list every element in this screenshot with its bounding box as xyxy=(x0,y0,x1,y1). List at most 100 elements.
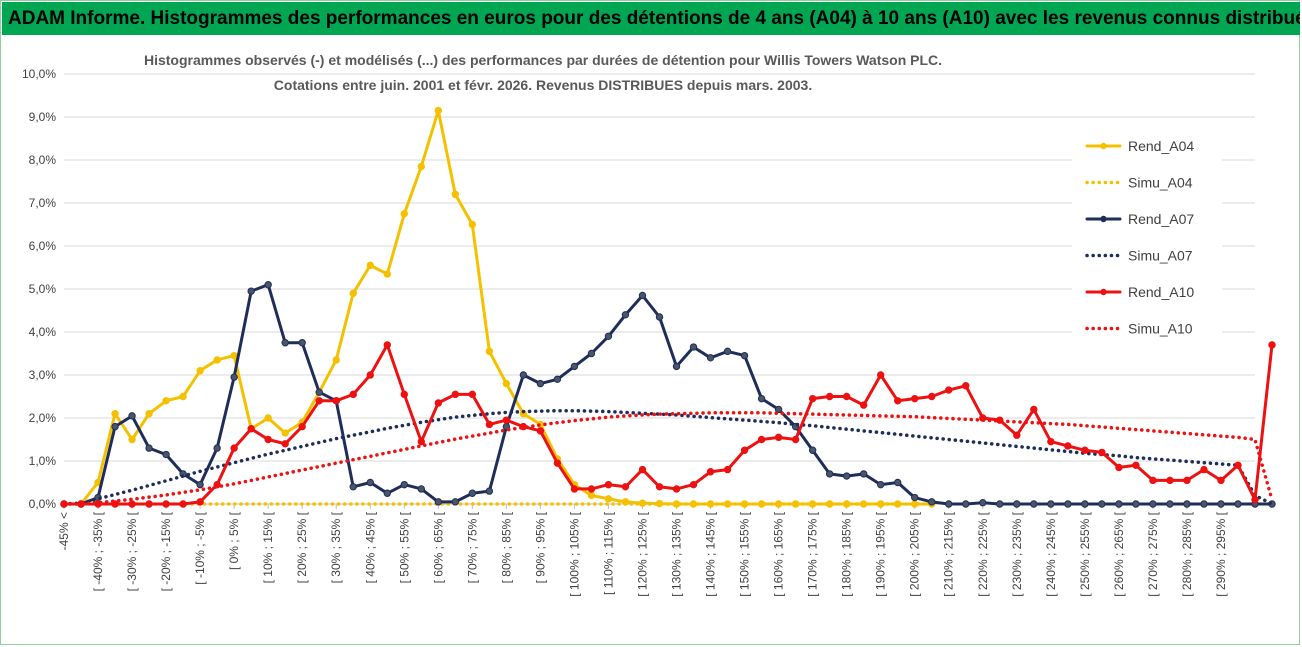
x-tick-label: [ 50% ; 55% [ xyxy=(397,511,411,583)
x-tick-label: [ 220% ; 225% [ xyxy=(976,511,990,596)
data-point-rend-a10 xyxy=(587,485,596,493)
data-point-rend-a04 xyxy=(230,351,238,360)
data-point-rend-a04 xyxy=(366,261,374,270)
legend: Rend_A04 Simu_A04 Rend_A07 Simu_A07 Rend_A10… xyxy=(1072,125,1222,345)
data-point-rend-a04 xyxy=(162,397,170,405)
data-point-rend-a04 xyxy=(451,190,460,199)
performance-histogram-chart: Histogrammes observés (-) et modélisés (… xyxy=(22,52,1276,597)
data-point-rend-a10 xyxy=(383,341,391,349)
data-point-rend-a07 xyxy=(894,478,902,487)
data-point-rend-a10 xyxy=(468,390,477,399)
chart-title-line1: Histogrammes observés (-) et modélisés (… xyxy=(144,52,942,68)
series-rend-a07 xyxy=(60,281,1276,508)
data-point-rend-a07 xyxy=(1149,500,1157,508)
data-point-rend-a04 xyxy=(587,491,596,500)
legend-label: Simu_A10 xyxy=(1128,321,1193,337)
data-point-rend-a07 xyxy=(1132,500,1140,508)
x-tick-label: [ 230% ; 235% [ xyxy=(1010,511,1024,596)
legend-item-simu-a10: Simu_A10 xyxy=(1085,321,1193,337)
x-tick-label: [ 100% ; 105% [ xyxy=(567,511,581,596)
data-point-rend-a07 xyxy=(808,446,817,454)
x-tick-label: [ 0% ; 5% [ xyxy=(227,511,241,570)
data-point-rend-a04 xyxy=(111,410,119,418)
legend-item-rend-a07: Rend_A07 xyxy=(1085,211,1194,227)
series-line-rend-a04 xyxy=(62,109,934,506)
data-point-rend-a07 xyxy=(911,493,919,502)
legend-item-simu-a04: Simu_A04 xyxy=(1085,175,1193,191)
data-point-rend-a10 xyxy=(1251,496,1259,504)
data-point-rend-a07 xyxy=(740,351,749,360)
data-point-rend-a07 xyxy=(945,500,953,508)
y-tick-label: 10,0% xyxy=(22,67,56,81)
data-point-rend-a07 xyxy=(876,480,885,489)
data-point-rend-a10 xyxy=(145,500,153,508)
data-point-rend-a10 xyxy=(1166,476,1174,485)
x-axis-ticks: -45% < [ -40% ; -35% [[ -30% ; -25% [[ -2… xyxy=(57,504,1228,597)
data-point-rend-a10 xyxy=(706,468,715,476)
legend-box xyxy=(1072,125,1222,345)
data-point-rend-a07 xyxy=(485,487,494,495)
data-point-rend-a07 xyxy=(1047,500,1055,508)
data-point-rend-a07 xyxy=(1064,500,1072,508)
data-point-rend-a07 xyxy=(1115,500,1123,508)
legend-label: Rend_A07 xyxy=(1128,211,1194,227)
x-tick-label: [ 20% ; 25% [ xyxy=(295,511,309,583)
y-tick-label: 7,0% xyxy=(29,196,57,210)
data-point-rend-a07 xyxy=(859,470,868,478)
data-point-rend-a07 xyxy=(706,354,715,362)
legend-label: Simu_A07 xyxy=(1128,248,1193,264)
data-point-rend-a10 xyxy=(723,465,732,474)
data-point-rend-a07 xyxy=(468,489,477,497)
data-point-rend-a07 xyxy=(996,500,1004,508)
data-point-rend-a07 xyxy=(825,470,834,478)
series-rend-a10 xyxy=(60,341,1276,508)
data-point-rend-a04 xyxy=(145,410,153,418)
x-tick-label: [ 170% ; 175% [ xyxy=(806,511,820,596)
data-point-rend-a07 xyxy=(417,485,425,493)
series-line-simu-a07 xyxy=(62,408,1274,506)
x-tick-label: [ -30% ; -25% [ xyxy=(125,511,139,591)
data-point-rend-a10 xyxy=(485,420,494,429)
x-tick-label: [ 80% ; 85% [ xyxy=(499,511,513,583)
data-point-rend-a07 xyxy=(145,444,153,452)
x-tick-label: [ 180% ; 185% [ xyxy=(840,511,854,596)
data-point-rend-a07 xyxy=(213,444,221,452)
data-point-rend-a10 xyxy=(740,446,749,454)
data-point-rend-a04 xyxy=(400,210,408,218)
series-lines xyxy=(60,106,1276,508)
data-point-rend-a10 xyxy=(894,397,902,405)
data-point-rend-a10 xyxy=(264,435,272,444)
data-point-rend-a07 xyxy=(434,498,443,506)
data-point-rend-a07 xyxy=(536,379,545,388)
data-point-rend-a07 xyxy=(928,498,936,506)
data-point-rend-a10 xyxy=(349,390,357,399)
data-point-rend-a10 xyxy=(757,435,766,444)
x-tick-label: [ 40% ; 45% [ xyxy=(363,511,377,583)
y-tick-label: 2,0% xyxy=(29,411,57,425)
data-point-rend-a10 xyxy=(1217,476,1225,485)
data-point-rend-a07 xyxy=(1013,500,1021,508)
data-point-rend-a07 xyxy=(1234,500,1242,508)
data-point-rend-a04 xyxy=(349,289,357,297)
data-point-rend-a04 xyxy=(213,356,221,364)
data-point-rend-a04 xyxy=(383,270,391,278)
data-point-rend-a07 xyxy=(247,287,255,295)
y-tick-label: 0,0% xyxy=(29,497,57,511)
data-point-rend-a10 xyxy=(774,433,783,442)
x-tick-label: [ 280% ; 285% [ xyxy=(1180,511,1194,596)
legend-label: Rend_A04 xyxy=(1128,138,1194,154)
data-point-rend-a07 xyxy=(111,422,119,431)
data-point-rend-a10 xyxy=(536,427,545,435)
data-point-rend-a07 xyxy=(672,362,681,371)
data-point-rend-a10 xyxy=(1081,446,1089,454)
data-point-rend-a04 xyxy=(196,367,204,375)
data-point-rend-a07 xyxy=(1081,500,1089,508)
x-tick-label: [ 140% ; 145% [ xyxy=(704,511,718,596)
data-point-rend-a07 xyxy=(264,281,272,289)
data-point-rend-a04 xyxy=(417,162,425,171)
data-point-rend-a10 xyxy=(808,394,817,403)
y-axis-ticks: 0,0% 1,0% 2,0% 3,0% 4,0% 5,0% 6,0% 7,0% 8,0% 9,0%… xyxy=(22,67,56,511)
data-point-rend-a10 xyxy=(1268,341,1276,349)
data-point-rend-a10 xyxy=(655,483,664,491)
data-point-rend-a04 xyxy=(485,347,494,356)
